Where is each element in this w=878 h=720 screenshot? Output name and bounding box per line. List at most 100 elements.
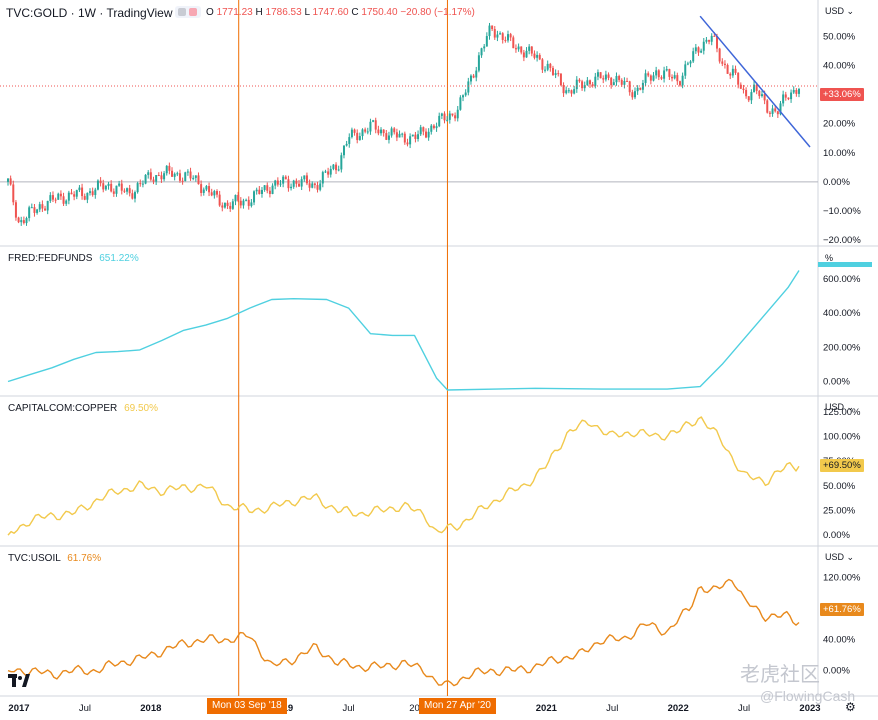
gold-candle-body [75, 190, 78, 197]
gold-candle-body [657, 70, 660, 78]
gold-candle-body [660, 77, 663, 79]
gold-candle-body [192, 177, 195, 179]
gold-candle-body [258, 189, 261, 195]
gold-candle-body [514, 48, 517, 50]
gold-candle-body [139, 183, 142, 185]
gold-candle-body [303, 175, 306, 180]
gold-candle-body [766, 100, 769, 113]
gold-candle-body [419, 127, 422, 135]
gold-candle-body [133, 192, 136, 199]
price-tick-label: 120.00% [823, 573, 861, 584]
gold-candle-body [633, 91, 636, 98]
gold-candle-body [290, 186, 293, 189]
gold-candle-body [459, 97, 462, 110]
gold-candle-body [504, 39, 507, 41]
gold-candle-body [708, 39, 711, 42]
crosshair-date-2: Mon 27 Apr '20 [419, 698, 496, 714]
gold-candle-body [787, 97, 790, 100]
eye-icon [178, 8, 186, 16]
gold-candle-body [335, 164, 338, 171]
price-tick-label: 600.00% [823, 274, 861, 285]
chevron-down-icon: ⌄ [846, 6, 855, 16]
gold-candle-body [200, 184, 203, 193]
gold-candle-body [790, 92, 793, 100]
gold-candle-body [337, 169, 340, 171]
gold-candle-body [89, 191, 92, 193]
gold-candle-body [493, 29, 496, 38]
gold-candle-body [673, 75, 676, 79]
gold-candle-body [668, 69, 671, 77]
gold-candle-body [202, 189, 205, 193]
gold-candle-body [530, 46, 533, 54]
copper-last-value-tag: +69.50% [820, 459, 864, 472]
gold-candle-body [350, 129, 353, 138]
gold-candle-body [247, 199, 250, 206]
copper-series-line [7, 416, 800, 536]
gold-candle-body [345, 143, 348, 146]
fedfunds-value: 651.22% [99, 253, 139, 264]
copper-name: CAPITALCOM:COPPER [8, 403, 118, 414]
gold-candle-body [424, 131, 427, 138]
gold-candle-body [380, 129, 383, 134]
gold-candle-body [721, 61, 724, 64]
gold-candle-body [575, 79, 578, 90]
gold-trendline [699, 15, 811, 148]
gold-candle-body [229, 205, 232, 209]
copper-currency-select[interactable]: USD ⌄ [825, 402, 854, 413]
gold-candle-body [245, 199, 248, 201]
gold-candle-body [81, 187, 84, 197]
visibility-toggle[interactable] [175, 6, 201, 18]
gold-candle-body [268, 190, 271, 194]
gold-candle-body [544, 69, 547, 71]
gold-candle-body [186, 171, 189, 173]
tradingview-logo[interactable] [8, 674, 30, 690]
gold-candle-body [398, 133, 401, 138]
gold-candle-body [676, 75, 679, 82]
gold-candle-body [705, 39, 708, 42]
time-tick-label: 2018 [140, 703, 161, 714]
gold-candle-body [73, 194, 76, 197]
gold-candle-body [144, 174, 147, 184]
gold-candle-body [369, 121, 372, 132]
gear-icon[interactable]: ⚙ [845, 700, 856, 714]
gold-candle-body [36, 209, 39, 213]
gold-candle-body [38, 204, 41, 210]
gold-candle-body [689, 61, 692, 64]
gold-candle-body [485, 36, 488, 47]
time-tick-label: Jul [342, 703, 354, 714]
price-tick-label: 50.00% [823, 32, 856, 43]
gold-candle-body [798, 88, 801, 94]
gold-candle-body [276, 180, 279, 185]
gold-candle-body [102, 183, 105, 190]
gold-candle-body [189, 171, 192, 179]
ohlc-h-label: H [255, 7, 263, 18]
gold-candle-body [488, 25, 491, 37]
gold-candle-body [298, 183, 301, 187]
gold-candle-body [210, 192, 213, 196]
gold-candle-body [223, 202, 226, 208]
gold-candle-body [557, 73, 560, 75]
gold-candle-body [536, 54, 539, 58]
gold-candle-body [25, 218, 28, 224]
gold-candle-body [358, 136, 361, 141]
usoil-last-value-tag: +61.76% [820, 603, 864, 616]
gold-candle-body [99, 180, 102, 184]
gold-candle-body [760, 94, 763, 97]
gold-candle-body [551, 67, 554, 75]
gold-candle-body [263, 185, 266, 190]
pane-label-copper: CAPITALCOM:COPPER 69.50% [8, 403, 158, 414]
gold-candle-body [477, 55, 480, 71]
gold-candle-body [213, 191, 216, 196]
gold-candle-body [718, 48, 721, 62]
gold-currency-select[interactable]: USD ⌄ [825, 6, 854, 17]
gold-candle-body [522, 52, 525, 58]
gold-candle-body [737, 72, 740, 85]
gold-candle-body [163, 173, 166, 180]
time-tick-label: Jul [79, 703, 91, 714]
gold-candle-body [59, 193, 62, 197]
gold-candle-body [70, 192, 73, 195]
gold-candle-body [665, 69, 668, 71]
gold-candle-body [271, 185, 274, 194]
usoil-currency-select[interactable]: USD ⌄ [825, 552, 854, 563]
